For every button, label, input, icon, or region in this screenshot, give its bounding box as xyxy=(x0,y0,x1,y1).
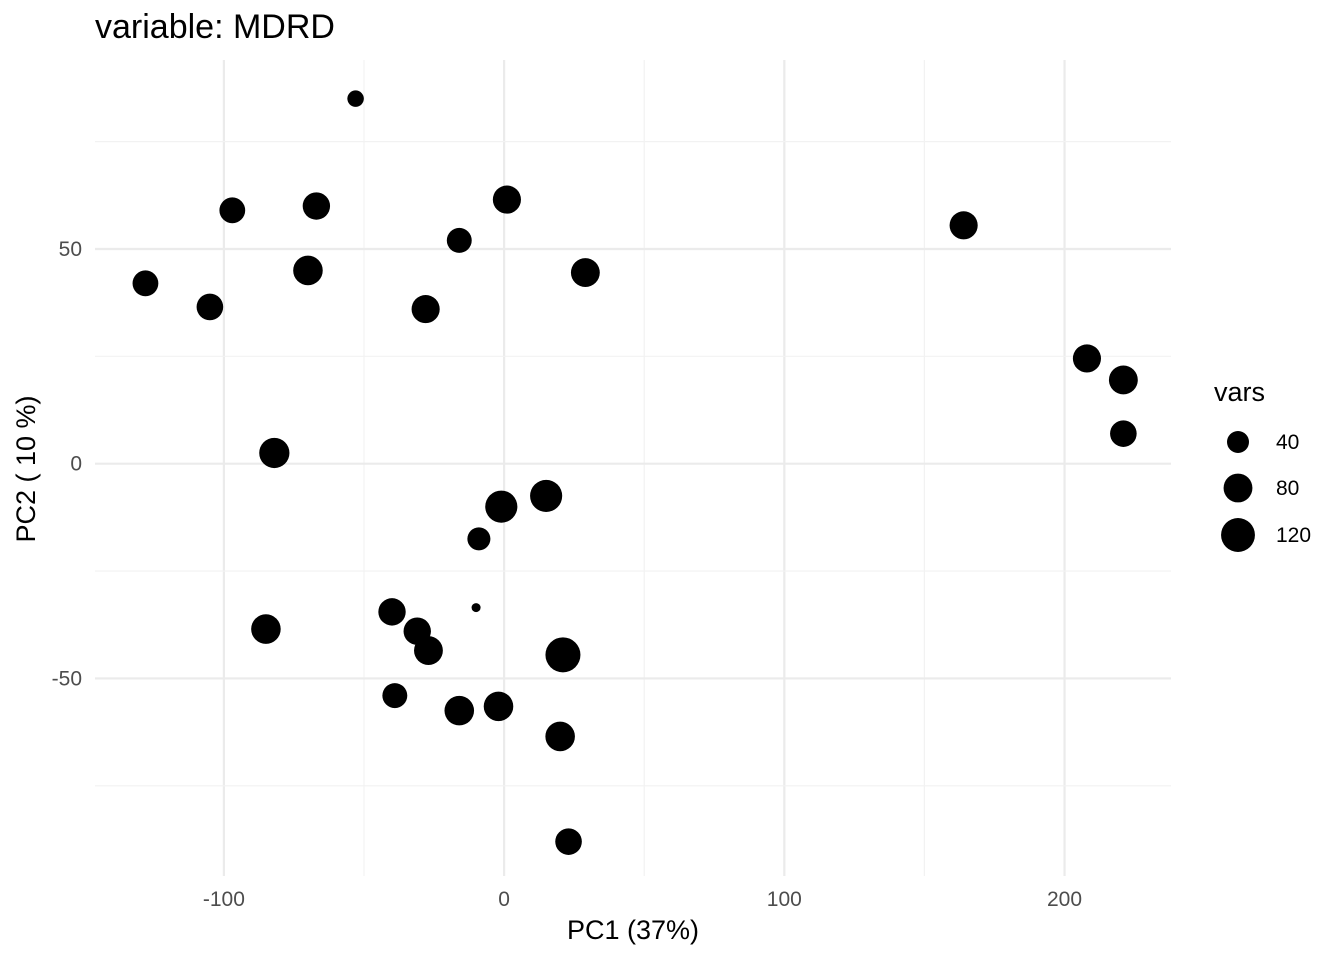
legend-key xyxy=(1223,473,1253,503)
legend-key xyxy=(1221,518,1255,552)
data-point xyxy=(530,479,563,512)
data-point xyxy=(302,192,331,220)
data-point xyxy=(485,490,518,523)
data-point xyxy=(414,636,443,665)
data-point xyxy=(378,598,406,626)
data-point xyxy=(1108,365,1138,395)
x-tick-label: 0 xyxy=(498,888,510,911)
x-axis-title: PC1 (37%) xyxy=(567,915,699,945)
data-point xyxy=(545,637,581,673)
data-point xyxy=(949,211,978,240)
data-point xyxy=(382,683,408,709)
data-point xyxy=(444,695,475,726)
size-legend: vars 40 80 120 xyxy=(1214,377,1311,552)
y-axis-title: PC2 ( 10 %) xyxy=(11,395,41,542)
legend-label: 40 xyxy=(1276,431,1299,454)
data-point xyxy=(293,255,323,286)
data-points xyxy=(132,90,1138,855)
data-point xyxy=(219,197,246,224)
y-tick-label: 0 xyxy=(70,453,82,476)
legend-title: vars xyxy=(1214,377,1265,407)
data-point xyxy=(196,293,224,321)
data-point xyxy=(411,295,440,324)
data-point xyxy=(132,270,159,297)
legend-label: 120 xyxy=(1276,524,1311,547)
data-point xyxy=(471,603,481,613)
data-point xyxy=(259,437,290,469)
data-point xyxy=(483,691,514,722)
data-point xyxy=(570,258,600,288)
legend-label: 80 xyxy=(1276,477,1299,500)
data-point xyxy=(446,227,472,253)
x-tick-label: -100 xyxy=(203,888,245,911)
grid xyxy=(95,60,1171,876)
data-point xyxy=(555,828,582,855)
data-point xyxy=(1110,420,1137,447)
data-point xyxy=(545,721,575,752)
y-tick-label: 50 xyxy=(59,238,82,261)
legend-key xyxy=(1227,431,1249,453)
axis-ticks: -100 0 100 200 -50 0 50 xyxy=(52,238,1082,911)
data-point xyxy=(467,527,491,551)
y-tick-label: -50 xyxy=(52,667,82,690)
data-point xyxy=(251,614,281,644)
x-tick-label: 100 xyxy=(767,888,802,911)
data-point xyxy=(347,90,364,107)
data-point xyxy=(492,185,521,214)
data-point xyxy=(1072,344,1102,373)
chart-title: variable: MDRD xyxy=(95,8,335,46)
x-tick-label: 200 xyxy=(1047,888,1082,911)
